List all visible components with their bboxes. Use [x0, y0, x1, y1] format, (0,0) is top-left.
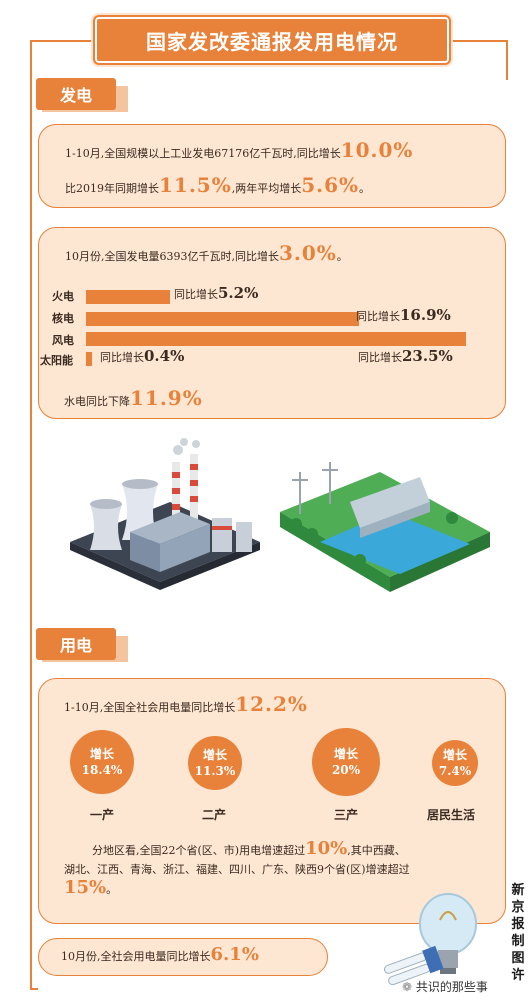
gen-line1-value: 10.0%	[340, 138, 414, 162]
circle-primary-industry: 增长 18.4%	[70, 730, 134, 794]
bar-value-wind: 同比增长23.5%	[358, 347, 453, 365]
region-line2: 湖北、江西、青海、浙江、福建、四川、广东、陕西9个省(区)增速超过	[64, 863, 410, 876]
consumption-line1: 1-10月,全国全社会用电量同比增长12.2%	[64, 692, 308, 716]
bar-value-thermal: 同比增长5.2%	[174, 284, 259, 302]
oct-gen-tail: 。	[336, 250, 348, 263]
region-line1: 分地区看,全国22个省(区、市)用电增速超过10%,其中西藏、	[92, 838, 406, 859]
bar-wind	[86, 332, 466, 346]
bar-nuclear	[86, 312, 360, 326]
oct-consumption-text: 10月份,全社会用电量同比增长	[61, 950, 211, 963]
gen-line2-text-a: 比2019年同期增长	[65, 182, 159, 195]
wechat-icon: ❁	[402, 980, 416, 994]
section-tab-generation: 发电	[36, 78, 116, 110]
circle-tertiary-industry: 增长 20%	[312, 728, 380, 796]
oct-gen-value: 3.0%	[278, 241, 337, 265]
region-line3: 15%。	[64, 877, 118, 898]
gen-line2-text-b: ,两年平均增长	[231, 182, 302, 195]
circle-residential: 增长 7.4%	[432, 740, 478, 786]
circle-label-secondary: 二产	[202, 808, 227, 822]
circle-label-primary: 一产	[90, 808, 115, 822]
bar-value-solar: 同比增长0.4%	[100, 347, 185, 365]
oct-consumption-pill: 10月份,全社会用电量同比增长6.1%	[38, 938, 328, 976]
gen-line2-value-b: 5.6%	[301, 173, 360, 197]
consumption-card	[38, 678, 506, 924]
gen-line2-value-a: 11.5%	[159, 173, 232, 197]
page-title: 国家发改委通报发用电情况	[93, 15, 451, 65]
oct-consumption-value: 6.1%	[210, 944, 259, 965]
bar-solar	[86, 352, 93, 366]
bar-label-solar: 太阳能	[40, 354, 73, 367]
oct-gen-text: 10月份,全国发电量6393亿千瓦时,同比增长	[65, 250, 279, 263]
wechat-watermark: ❁ 共识的那些事	[402, 980, 488, 994]
bar-label-thermal: 火电	[52, 290, 74, 303]
lightbulb-icon	[383, 893, 477, 986]
bar-label-wind: 风电	[52, 334, 74, 347]
power-plant-illustration	[70, 438, 490, 592]
generation-summary-card: 1-10月,全国规模以上工业发电67176亿千瓦时,同比增长10.0% 比201…	[38, 124, 506, 208]
hydro-line: 水电同比下降11.9%	[64, 386, 203, 410]
bar-label-nuclear: 核电	[52, 312, 74, 325]
circle-secondary-industry: 增长 11.3%	[188, 736, 242, 790]
circle-label-residential: 居民生活	[427, 808, 476, 822]
bar-thermal	[86, 290, 171, 304]
gen-line2-tail: 。	[359, 182, 371, 195]
circle-label-tertiary: 三产	[334, 808, 359, 822]
bar-value-nuclear: 同比增长16.9%	[356, 306, 451, 324]
credit-text: 新京报制图许	[511, 883, 525, 983]
gen-line1-text: 1-10月,全国规模以上工业发电67176亿千瓦时,同比增长	[65, 147, 341, 160]
section-tab-consumption: 用电	[36, 628, 116, 660]
